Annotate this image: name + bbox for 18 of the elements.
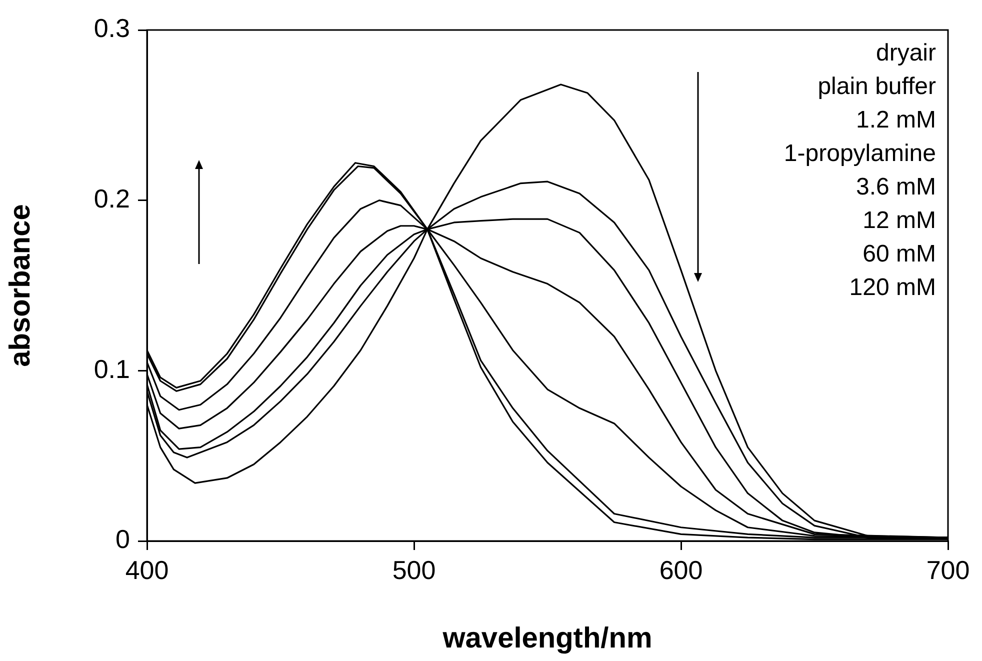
y-tick-label: 0.2 — [94, 184, 130, 214]
x-tick-label: 700 — [926, 554, 970, 585]
annotation: 3.6 mM — [856, 174, 936, 201]
y-tick-label: 0 — [116, 524, 130, 554]
annotation: 1.2 mM — [856, 106, 936, 134]
annotation: 60 mM — [862, 240, 936, 268]
annotation: 12 mM — [862, 207, 936, 234]
annotation: dryair — [876, 40, 936, 67]
x-axis-title: wavelength/nm — [442, 622, 652, 655]
annotation: 1-propylamine — [784, 140, 936, 168]
x-tick-label: 500 — [392, 554, 436, 585]
x-tick-label: 400 — [125, 554, 169, 585]
y-tick-label: 0.3 — [94, 13, 130, 44]
annotation: 120 mM — [849, 274, 936, 302]
y-axis-title: absorbance — [4, 204, 36, 367]
x-tick-label: 600 — [659, 554, 703, 585]
y-tick-label: 0.1 — [94, 354, 130, 384]
annotation: plain buffer — [818, 73, 936, 100]
